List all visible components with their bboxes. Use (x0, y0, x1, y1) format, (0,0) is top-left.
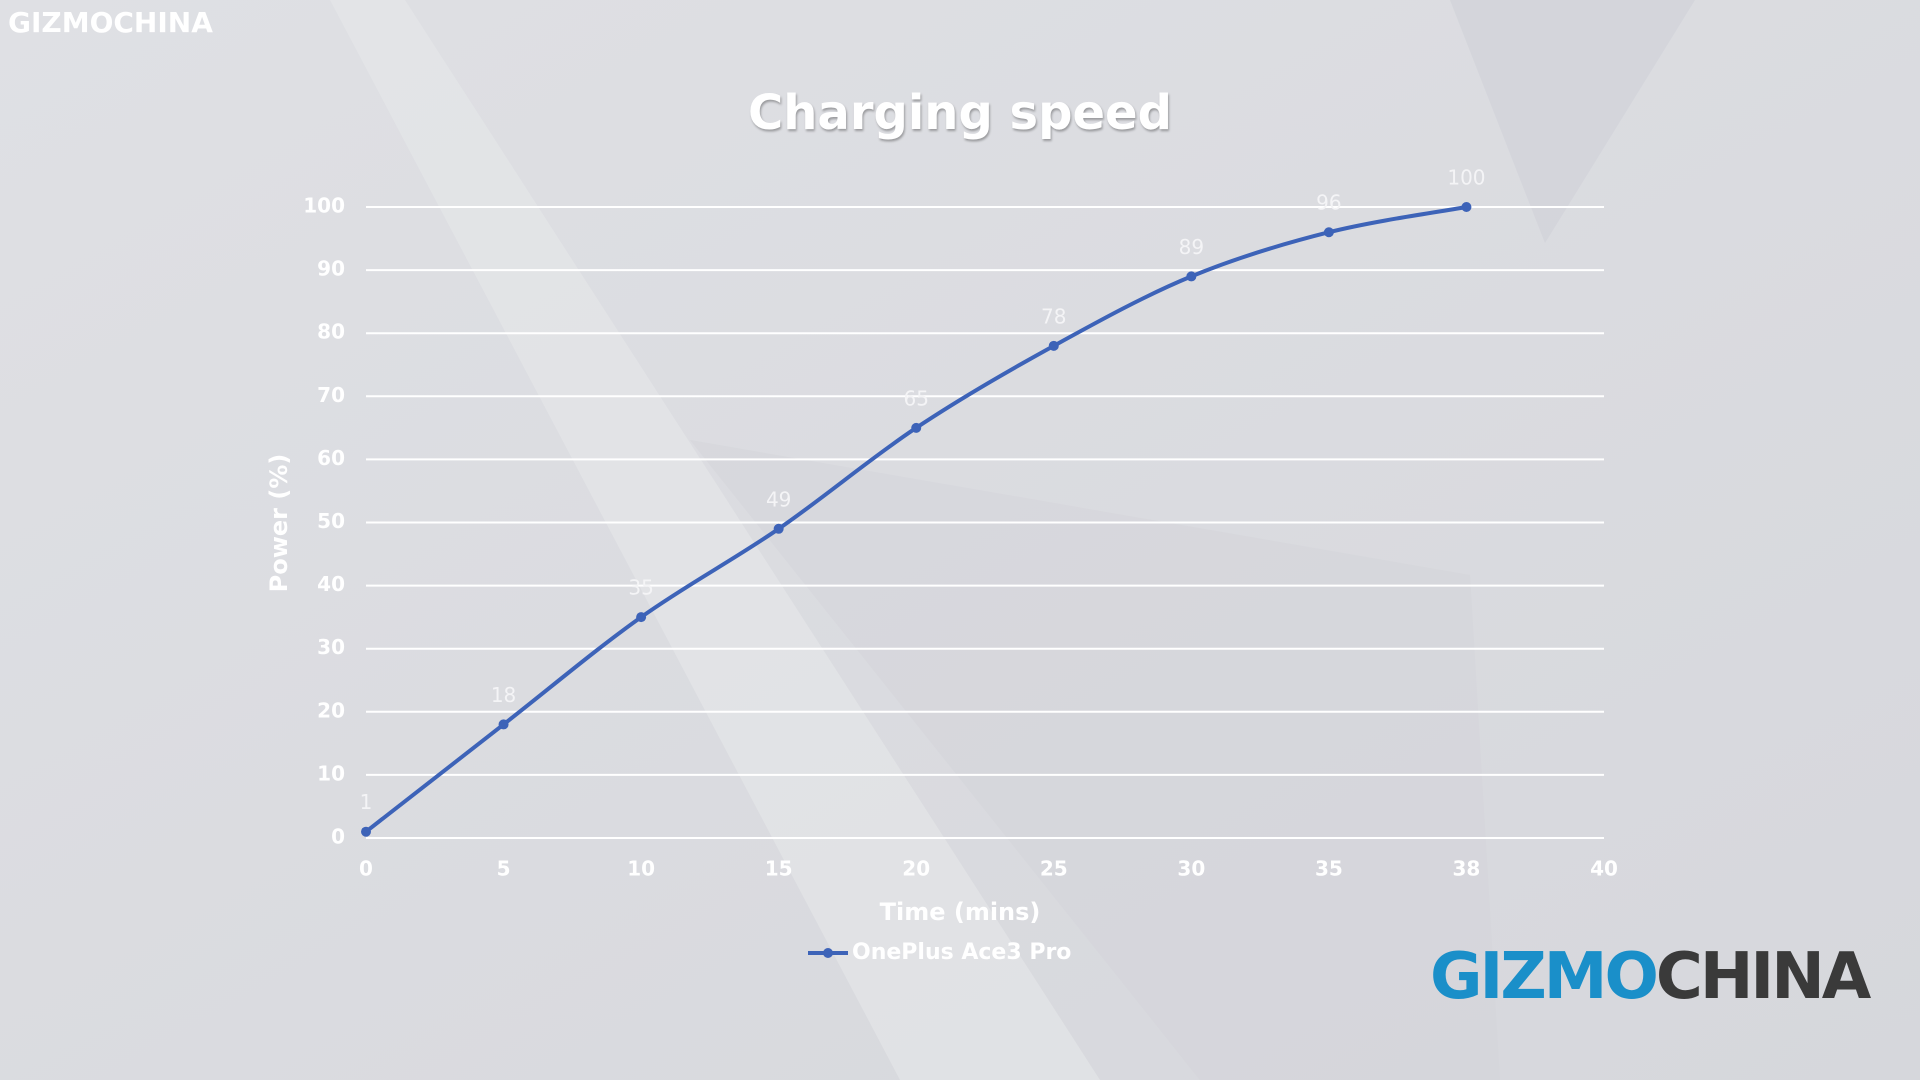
y-tick-label: 30 (317, 635, 345, 659)
x-tick-label: 35 (1315, 857, 1343, 881)
watermark: GIZMOCHINA (8, 6, 213, 39)
decor (1450, 0, 1695, 243)
y-tick-label: 70 (317, 383, 345, 407)
decor (690, 440, 1500, 1080)
point (1461, 202, 1472, 212)
y-tick-label: 50 (317, 509, 345, 533)
y-tick-label: 10 (317, 761, 345, 785)
line (364, 205, 1467, 834)
data-label: 18 (491, 683, 516, 707)
y-tick-label: 20 (317, 698, 345, 722)
legend-label: OnePlus Ace3 Pro (852, 940, 1071, 965)
y-tick-label: 40 (317, 572, 345, 596)
point (636, 612, 647, 623)
point (498, 719, 509, 730)
data-label: 89 (1179, 235, 1204, 259)
data-label: 65 (903, 386, 928, 410)
x-tick-label: 15 (765, 857, 793, 881)
x-tick-label: 40 (1590, 857, 1618, 881)
x-tick-label: 10 (627, 857, 655, 881)
logo-part: CHINA (1656, 940, 1872, 1014)
x-axis-label: Time (mins) (880, 898, 1041, 926)
x-tick-label: 20 (902, 857, 930, 881)
data-label: 96 (1316, 191, 1341, 215)
y-tick-label: 60 (317, 446, 345, 470)
point (773, 523, 784, 534)
point (911, 422, 922, 433)
x-tick-label: 25 (1040, 857, 1068, 881)
data-label: 35 (628, 576, 653, 600)
point (1186, 271, 1197, 282)
logo: GIZMOCHINA (1430, 940, 1872, 1014)
y-tick-label: 100 (303, 194, 345, 218)
data-label: 100 (1447, 166, 1485, 190)
y-tick-label: 80 (317, 320, 345, 344)
x-tick-label: 5 (497, 857, 511, 881)
y-tick-label: 90 (317, 257, 345, 281)
data-label: 1 (360, 790, 373, 814)
x-tick-label: 0 (359, 857, 373, 881)
point (1323, 227, 1334, 238)
chart-title: Charging speed (748, 85, 1172, 141)
logo-part: GIZMO (1430, 940, 1656, 1014)
x-tick-label: 38 (1453, 857, 1481, 881)
data-label: 78 (1041, 304, 1066, 328)
y-axis-label: Power (%) (265, 454, 293, 593)
y-tick-label: 0 (331, 825, 345, 849)
point (1048, 340, 1059, 351)
point (361, 826, 371, 837)
data-label: 49 (766, 487, 791, 511)
x-tick-label: 30 (1177, 857, 1205, 881)
legend-marker (823, 948, 833, 958)
